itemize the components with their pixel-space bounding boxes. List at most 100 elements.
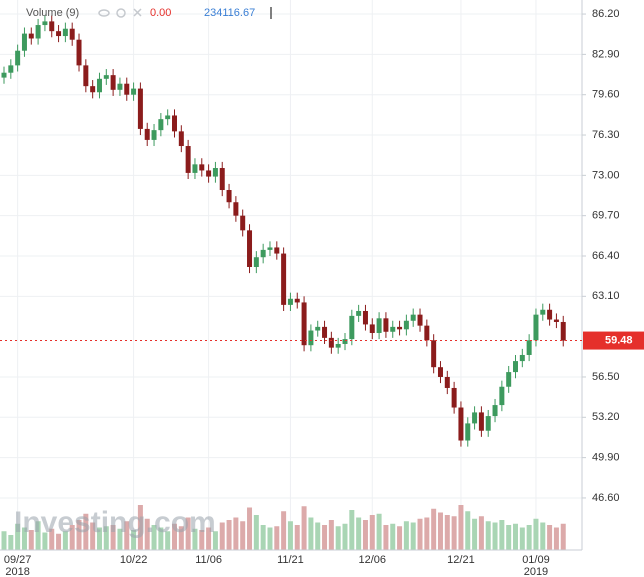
candle-body [506,372,512,387]
volume-bar [465,511,471,550]
candle-body [62,28,68,37]
candle-body [117,83,123,90]
x-year-label: 2019 [524,566,548,577]
candle-body [547,309,553,320]
y-tick-label: 79.60 [592,89,620,101]
volume-bar [83,513,89,550]
volume-bar [151,525,157,550]
volume-bar [15,523,21,550]
volume-bar [472,518,478,550]
volume-bar [124,521,130,550]
axes: 86.20 82.90 79.60 76.30 73.00 69.70 66.40 63.10… [0,8,644,577]
volume-bar [185,517,191,550]
candle-body [444,376,450,388]
candle-body [172,115,177,132]
volume-bar [35,521,41,550]
candle-body [90,86,96,93]
legend-icons [98,8,142,18]
candle-body [110,75,116,90]
candle-body [199,164,205,171]
candle-body [533,314,539,341]
volume-bar [349,510,355,550]
volume-bar [362,520,368,550]
volume-bar [369,515,375,550]
volume-bar [478,516,484,550]
candle-body [397,326,403,330]
volume-bar [253,515,259,550]
candle-body [465,423,471,441]
candle-body [69,28,75,40]
candle-body [96,78,102,93]
x-tick-label: 11/06 [195,554,222,566]
y-tick-label: 73.00 [592,169,620,181]
x-year-label: 2018 [5,566,29,577]
volume-bar [131,530,137,550]
candle-body [424,325,430,341]
volume-bar [410,522,416,550]
volume-bar [199,530,205,550]
candle-body [513,361,518,373]
candle-body [124,83,130,95]
candle-body [301,302,307,346]
volume-bar [137,505,143,550]
gear-icon[interactable] [116,8,126,18]
volume-bar [260,525,266,550]
candle-body [451,387,457,408]
candle-body [185,146,191,173]
last-price-label: 59.48 [605,334,633,346]
volume-bar [76,520,82,550]
volume-bar [383,525,389,550]
candle-body [226,190,232,203]
candle-body [212,168,218,177]
candle-body [137,88,143,129]
candle-body [56,31,62,37]
volume-bar [485,521,491,550]
candle-body [540,309,546,315]
x-tick-label: 12/06 [359,554,387,566]
candle-body [526,340,532,355]
candle-body [247,230,253,267]
close-icon[interactable] [133,8,142,17]
volume-bar [69,525,75,550]
y-tick-label: 69.70 [592,210,620,222]
candle-body [158,119,164,131]
volume-bar [315,522,321,550]
candle-body [131,88,137,95]
x-tick-label: 12/21 [447,554,475,566]
y-tick-label: 46.60 [592,492,620,504]
volume-bar [492,522,498,550]
candle-body [328,337,334,348]
y-tick-label: 66.40 [592,250,620,262]
volume-bar [56,533,62,550]
candle-body [28,33,34,39]
volume-bar [519,527,525,550]
grid [0,0,582,550]
candle-body [42,21,48,26]
volume-bar [42,532,48,550]
candle-body [499,386,505,406]
watermark: Investing.com [14,506,216,539]
candle-body [260,249,266,258]
volume-bar [540,522,546,550]
volume-bar [553,527,559,550]
volume-bar [308,517,314,550]
volume-bar [403,521,409,550]
candle-body [383,318,389,332]
legend-label: Volume (9) [26,7,79,19]
volume-bar [247,507,253,550]
x-tick-label: 11/21 [277,554,304,566]
eye-icon[interactable] [98,9,110,17]
y-tick-label: 53.20 [592,411,620,423]
candle-body [492,405,498,417]
volume-bar [287,521,293,550]
candle-body [322,326,328,338]
volume-bar [96,527,102,550]
volume-bar [390,523,396,550]
candle-body [219,168,225,191]
volume-bar [28,530,34,550]
candle-body [76,39,82,66]
candle-body [417,314,423,326]
volume-bar [560,523,566,550]
candle-body [49,21,55,32]
candle-body [390,326,396,332]
